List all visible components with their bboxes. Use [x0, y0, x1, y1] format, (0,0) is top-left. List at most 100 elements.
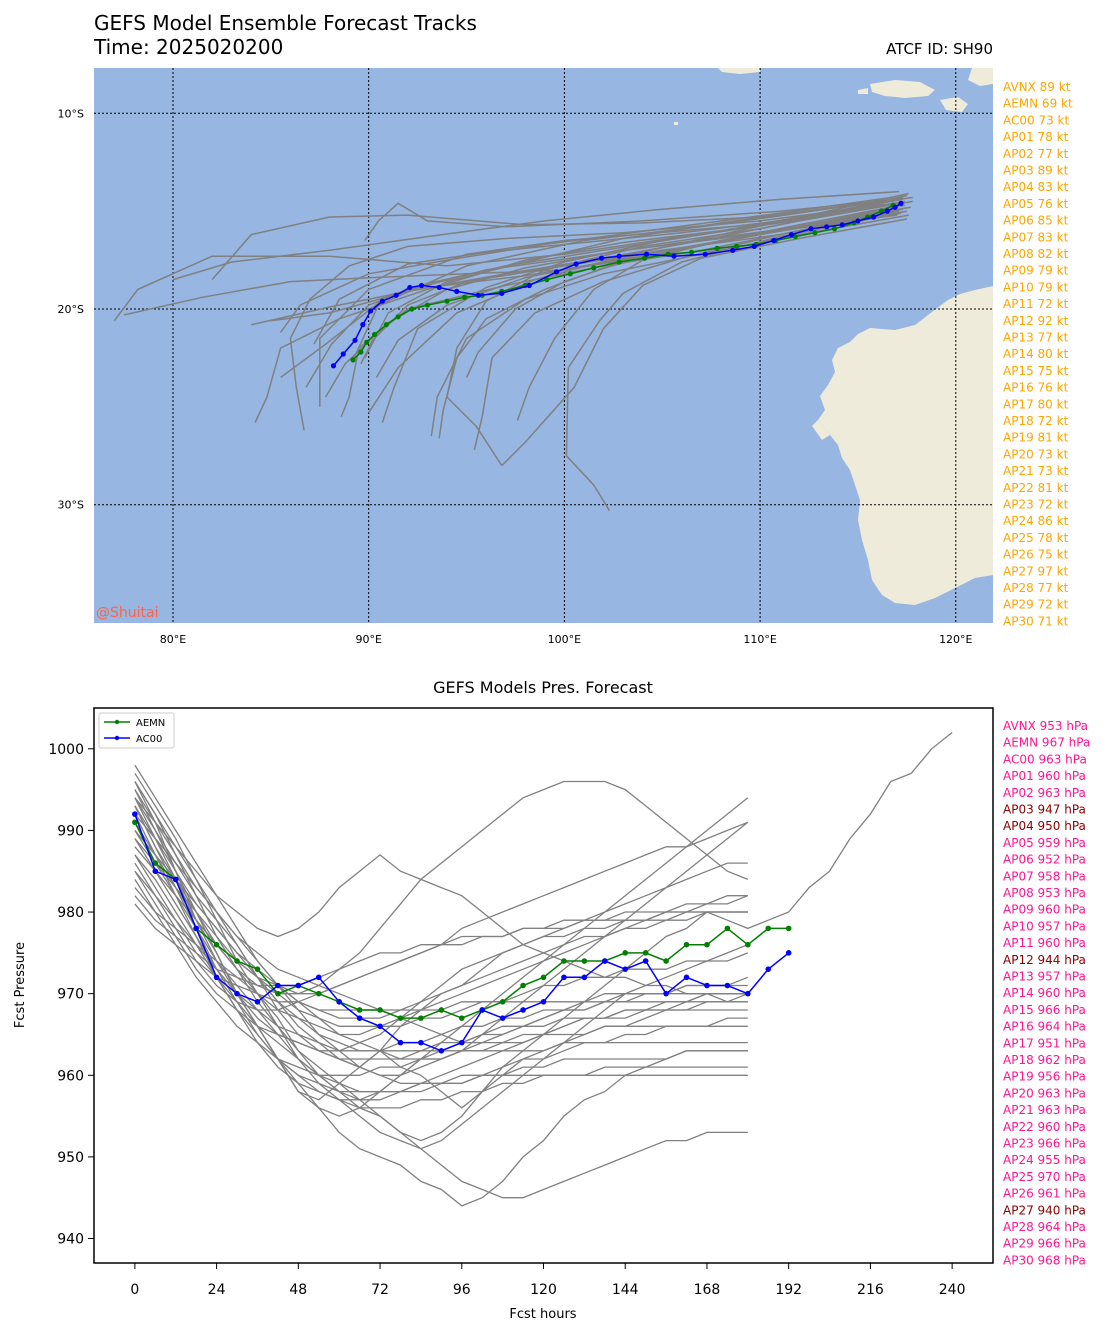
series-point — [663, 990, 669, 997]
lon-tick-label: 110°E — [743, 633, 776, 646]
pressure-label: AP03 947 hPa — [1003, 803, 1086, 817]
track-point — [598, 255, 605, 261]
track-point — [379, 298, 385, 304]
legend-aemn-label: AEMN — [136, 718, 165, 729]
member-pressure-line — [134, 854, 748, 1109]
pressure-label: AP11 960 hPa — [1003, 936, 1086, 950]
pressure-label: AP04 950 hPa — [1003, 819, 1086, 833]
lat-tick-label: 10°S — [58, 107, 84, 120]
series-point — [132, 811, 138, 817]
intensity-label: AP11 72 kt — [1003, 297, 1069, 311]
intensity-label: AP12 92 kt — [1003, 314, 1069, 328]
series-point — [336, 999, 342, 1005]
x-tick-label: 216 — [857, 1282, 884, 1298]
series-point — [724, 982, 731, 989]
series-point — [561, 958, 567, 964]
atcf-id-label: ATCF ID: SH90 — [886, 40, 993, 58]
member-track — [289, 202, 896, 431]
intensity-label: AP15 75 kt — [1003, 364, 1069, 378]
track-point — [642, 255, 648, 261]
land-islands-4 — [968, 68, 993, 86]
lat-tick-label: 20°S — [58, 303, 84, 316]
track-point — [544, 277, 550, 283]
track-point — [395, 314, 401, 320]
series-point — [601, 958, 608, 964]
track-point — [393, 292, 399, 298]
lon-tick-label: 90°E — [355, 633, 381, 646]
series-point — [765, 966, 772, 972]
intensity-label: AP30 71 kt — [1003, 614, 1069, 628]
series-point — [254, 999, 261, 1005]
land-peninsula — [812, 420, 830, 440]
pressure-label: AP17 951 hPa — [1003, 1036, 1086, 1050]
member-pressure-line — [134, 879, 748, 1076]
track-map: @Shuitai 80°E 90°E 100°E 110°E 120°E 10°S 20°S… — [58, 68, 993, 646]
intensity-label: AP02 77 kt — [1003, 147, 1069, 161]
series-point — [377, 1007, 383, 1013]
track-point — [340, 351, 346, 357]
lon-tick-label: 80°E — [160, 633, 186, 646]
intensity-label: AP08 82 kt — [1003, 247, 1069, 261]
pressure-chart-title: GEFS Models Pres. Forecast — [433, 678, 653, 697]
track-point — [855, 218, 861, 224]
track-point — [436, 284, 442, 291]
y-tick-label: 990 — [57, 823, 84, 839]
series-point — [315, 974, 322, 981]
track-point — [526, 282, 532, 289]
pressure-label: AP08 953 hPa — [1003, 886, 1086, 900]
track-point — [360, 322, 366, 328]
y-tick-label: 960 — [57, 1068, 84, 1084]
series-point — [683, 974, 690, 981]
series-point — [234, 990, 240, 997]
intensity-label: AP04 83 kt — [1003, 180, 1069, 194]
pressure-list: AVNX 953 hPa AEMN 967 hPa AC00 963 hPa AP01… — [1003, 719, 1090, 1267]
pressure-label: AP07 958 hPa — [1003, 869, 1086, 883]
track-point — [884, 208, 890, 214]
series-point — [642, 958, 649, 964]
track-point — [553, 269, 560, 275]
series-point — [458, 1039, 465, 1046]
track-point — [364, 339, 370, 345]
x-tick-label: 0 — [130, 1282, 139, 1298]
ac00-track — [330, 200, 904, 369]
track-point — [831, 226, 838, 232]
legend-ac00-marker — [114, 735, 120, 741]
x-tick-label: 72 — [371, 1282, 389, 1298]
series-point — [540, 974, 547, 981]
series-point — [234, 958, 240, 964]
map-time-label: Time: 2025020200 — [93, 35, 283, 59]
pressure-label: AP05 959 hPa — [1003, 836, 1086, 850]
series-point — [438, 1047, 445, 1054]
pressure-label: AP30 968 hPa — [1003, 1253, 1086, 1267]
series-point — [275, 990, 281, 997]
member-pressure-line — [134, 895, 748, 987]
track-point — [751, 243, 757, 249]
pressure-ac00-line — [132, 811, 792, 1054]
series-point — [356, 1015, 363, 1021]
intensity-label: AP20 73 kt — [1003, 447, 1069, 461]
member-track — [375, 212, 888, 378]
intensity-list: AVNX 89 kt AEMN 69 kt AC00 73 kt AP01 78 kt… — [1003, 80, 1073, 628]
legend-ac00-label: AC00 — [136, 734, 162, 745]
series-point — [724, 925, 731, 932]
intensity-label: AP19 81 kt — [1003, 431, 1069, 445]
series-point — [745, 941, 751, 948]
series-point — [785, 950, 792, 956]
pressure-label: AP25 970 hPa — [1003, 1170, 1086, 1184]
watermark: @Shuitai — [96, 605, 158, 621]
y-tick-label: 970 — [57, 987, 84, 1003]
intensity-label: AP03 89 kt — [1003, 164, 1069, 178]
track-point — [591, 265, 597, 271]
member-pressure-line — [134, 805, 748, 1093]
x-tick-label: 192 — [775, 1282, 802, 1298]
track-point — [671, 253, 677, 259]
y-tick-label: 950 — [57, 1150, 84, 1166]
map-tick-labels: 80°E 90°E 100°E 110°E 120°E 10°S 20°S 30°S — [58, 107, 973, 646]
track-point — [330, 363, 337, 369]
series-point — [377, 1023, 383, 1030]
series-point — [132, 819, 138, 826]
series-point — [785, 925, 792, 932]
series-point — [499, 1015, 506, 1021]
lon-tick-label: 100°E — [548, 633, 581, 646]
legend-aemn-marker — [114, 719, 120, 725]
